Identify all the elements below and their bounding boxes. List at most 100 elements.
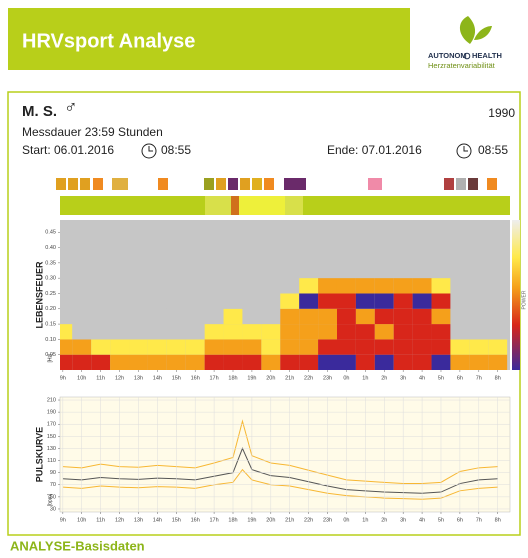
heat-cell: [166, 308, 186, 325]
heat-cell: [261, 354, 281, 370]
heat-cell: [280, 324, 300, 340]
heat-cell: [60, 293, 73, 309]
heat-cell: [223, 293, 243, 309]
heat-cell: [147, 308, 167, 325]
heat-cell: [318, 339, 337, 355]
heat-cell: [280, 308, 300, 325]
heat-cell: [129, 278, 148, 294]
x-tick-label: 21h: [285, 517, 294, 523]
heat-cell: [223, 278, 243, 294]
y-tick-label: 0.45: [45, 230, 56, 236]
heat-cell: [223, 308, 243, 325]
y-tick-label: 190: [47, 410, 56, 416]
heat-cell: [72, 278, 92, 294]
x-tick-label: 13h: [134, 375, 143, 381]
heat-cell: [299, 339, 319, 355]
colorbar: [512, 220, 520, 370]
heat-cell: [185, 354, 205, 370]
heat-cell: [469, 293, 489, 309]
heat-cell: [318, 293, 337, 309]
heat-cell: [318, 308, 337, 325]
heat-cell: [469, 324, 489, 340]
x-tick-label: 9h: [60, 375, 66, 381]
heat-cell: [60, 339, 73, 355]
heat-cell: [110, 278, 130, 294]
x-tick-label: 5h: [438, 517, 444, 523]
heat-cell: [318, 324, 337, 340]
y-tick-label: 130: [47, 446, 56, 452]
x-tick-label: 4h: [419, 517, 425, 523]
x-tick-label: 0h: [343, 517, 349, 523]
heat-cell: [185, 278, 205, 294]
heat-cell: [91, 339, 111, 355]
y-tick-label: 150: [47, 434, 56, 440]
heat-cell: [204, 354, 224, 370]
heat-cell: [412, 293, 432, 309]
heat-cell: [318, 278, 337, 294]
heat-cell: [204, 324, 224, 340]
heat-cell: [412, 308, 432, 325]
heat-cell: [469, 278, 489, 294]
x-tick-label: 23h: [323, 517, 332, 523]
heat-cell: [374, 339, 394, 355]
heat-cell: [336, 324, 356, 340]
heat-cell: [110, 324, 130, 340]
logo-leaf: [459, 16, 492, 44]
heat-cell: [450, 324, 470, 340]
heat-cell: [374, 308, 394, 325]
heat-cell: [91, 293, 111, 309]
heat-cell: [431, 308, 451, 325]
heat-cell: [412, 324, 432, 340]
heat-cell: [110, 354, 130, 370]
x-tick-label: 20h: [266, 375, 275, 381]
heat-cell: [299, 293, 319, 309]
heat-cell: [261, 308, 281, 325]
x-tick-label: 6h: [457, 375, 463, 381]
clock-icon: [141, 143, 157, 159]
heat-cell: [72, 354, 92, 370]
heat-cell: [299, 278, 319, 294]
heat-cell: [185, 324, 205, 340]
heat-cell: [355, 293, 375, 309]
heat-cell: [72, 339, 92, 355]
x-tick-label: 2h: [381, 375, 387, 381]
heat-cell: [431, 278, 451, 294]
heat-cell: [412, 278, 432, 294]
heat-cell: [336, 308, 356, 325]
heat-cell: [336, 278, 356, 294]
heat-cell: [450, 308, 470, 325]
x-tick-label: 14h: [153, 517, 162, 523]
x-tick-label: 0h: [343, 375, 349, 381]
heat-cell: [129, 354, 148, 370]
heat-cell: [129, 308, 148, 325]
heat-cell: [431, 354, 451, 370]
heat-cell: [450, 293, 470, 309]
heat-cell: [110, 339, 130, 355]
heat-cell: [261, 278, 281, 294]
heat-cell: [204, 339, 224, 355]
heat-cell: [166, 339, 186, 355]
x-tick-label: 7h: [476, 517, 482, 523]
heat-cell: [355, 339, 375, 355]
heat-cell: [242, 354, 262, 370]
patient-gender: ♂: [64, 97, 78, 117]
heat-cell: [147, 339, 167, 355]
heat-cell: [488, 293, 508, 309]
heat-cell: [469, 308, 489, 325]
x-tick-label: 23h: [323, 375, 332, 381]
heat-cell: [488, 324, 508, 340]
heat-cell: [147, 293, 167, 309]
x-tick-label: 1h: [362, 517, 368, 523]
x-tick-label: 13h: [134, 517, 143, 523]
heat-cell: [393, 293, 413, 309]
heat-cell: [393, 354, 413, 370]
x-tick-label: 19h: [247, 517, 256, 523]
logo-mark: [463, 52, 471, 60]
heat-cell: [261, 339, 281, 355]
heat-cell: [431, 339, 451, 355]
heat-cell: [488, 278, 508, 294]
heat-cell: [488, 308, 508, 325]
x-tick-label: 19h: [247, 375, 256, 381]
y-tick-label: 0.15: [45, 322, 56, 328]
